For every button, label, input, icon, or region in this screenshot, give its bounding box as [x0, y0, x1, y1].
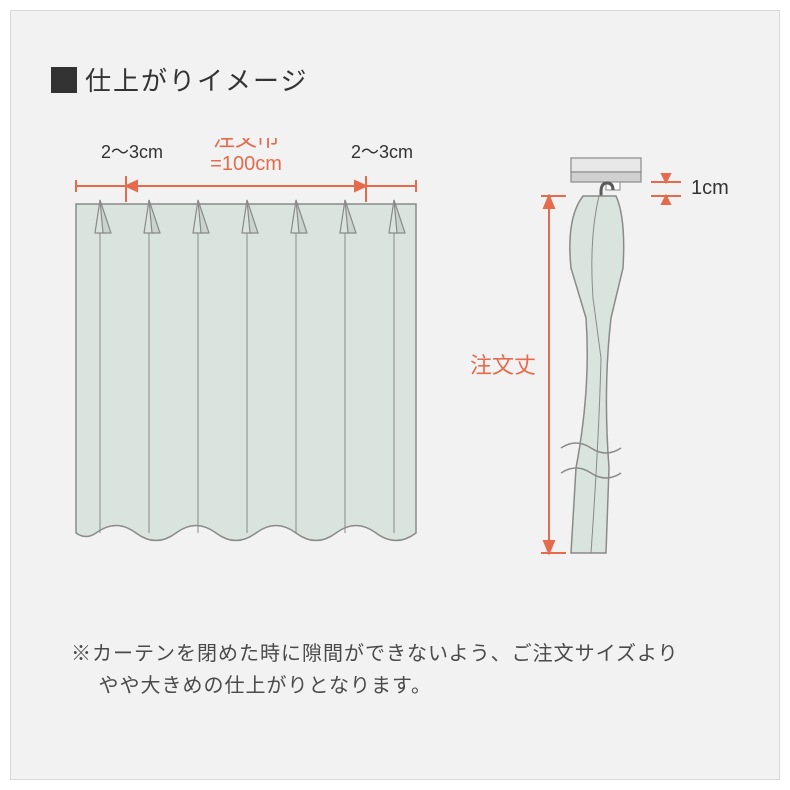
- diagram-area: 2～3cm 注文巾 =100cm 2～3cm: [51, 138, 739, 588]
- top-gap-dimension: [651, 174, 681, 204]
- side-view-group: 1cm: [519, 158, 729, 553]
- margin-right-label: 2～3cm: [351, 142, 413, 162]
- curtain-rail: [571, 158, 641, 190]
- curtain-side: [561, 196, 624, 553]
- width-dimension-arrows: [76, 176, 416, 202]
- curtain-front: [76, 200, 416, 541]
- top-gap-label: 1cm: [691, 177, 729, 199]
- order-width-label: 注文巾: [213, 138, 279, 151]
- footnote-line1: ※カーテンを閉めた時に隙間ができないよう、ご注文サイズより: [71, 643, 679, 665]
- curtain-diagram-svg: 2～3cm 注文巾 =100cm 2～3cm: [51, 138, 741, 588]
- panel-title: 仕上がりイメージ: [85, 61, 308, 98]
- footnote-line2: やや大きめの仕上がりとなります。: [71, 675, 432, 697]
- order-height-label: 注文丈: [470, 353, 536, 378]
- front-view-group: 2～3cm 注文巾 =100cm 2～3cm: [76, 138, 416, 541]
- order-width-value: =100cm: [210, 153, 282, 175]
- diagram-panel: 仕上がりイメージ 2～3cm 注文巾 =100cm 2～3cm: [10, 10, 780, 780]
- title-bullet-icon: [51, 67, 77, 93]
- margin-left-label: 2～3cm: [101, 142, 163, 162]
- height-dimension: [541, 196, 566, 553]
- footnote: ※カーテンを閉めた時に隙間ができないよう、ご注文サイズより やや大きめの仕上がり…: [51, 638, 739, 702]
- title-row: 仕上がりイメージ: [51, 61, 739, 98]
